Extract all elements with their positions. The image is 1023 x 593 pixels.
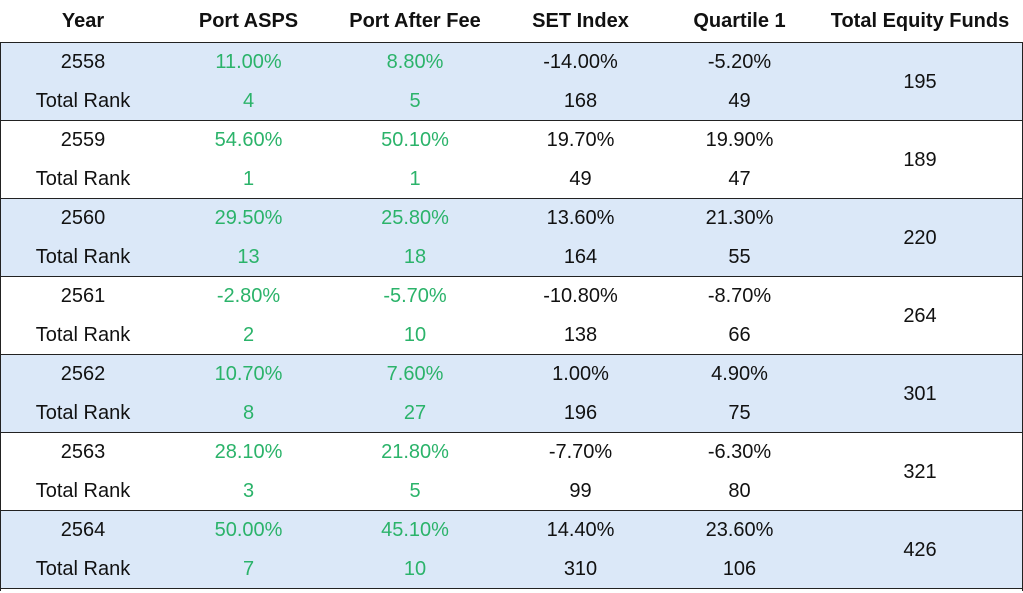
port-asps-cell: 11.00% xyxy=(215,51,282,73)
set-index-rank-cell: 168 xyxy=(563,90,598,112)
year-cell: 2564 xyxy=(60,519,106,541)
year-cell: 2561 xyxy=(60,285,106,307)
quartile-1-rank-cell: 75 xyxy=(728,402,751,424)
port-asps-rank-cell: 8 xyxy=(242,402,255,424)
port-after-fee-cell: 8.80% xyxy=(386,51,444,73)
set-index-rank-cell: 196 xyxy=(563,402,598,424)
total-rank-label: Total Rank xyxy=(35,480,131,502)
year-block: 2561 -2.80% -5.70% -10.80% -8.70% 264 Total Ra… xyxy=(0,277,1023,355)
port-after-fee-cell: 21.80% xyxy=(381,441,449,463)
set-index-rank-cell: 138 xyxy=(563,324,598,346)
port-asps-rank-cell: 2 xyxy=(242,324,255,346)
set-index-cell: -10.80% xyxy=(543,285,618,307)
quartile-1-cell: 23.60% xyxy=(705,519,774,541)
port-asps-cell: 28.10% xyxy=(214,441,283,463)
total-equity-funds-cell: 195 xyxy=(903,70,937,93)
port-after-fee-rank-cell: 5 xyxy=(409,480,421,502)
header-quartile-1: Quartile 1 xyxy=(693,9,786,32)
header-port-after-fee: Port After Fee xyxy=(349,9,481,32)
port-asps-cell: 54.60% xyxy=(214,129,283,151)
year-cell: 2558 xyxy=(60,51,106,73)
port-asps-rank-cell: 4 xyxy=(242,90,255,112)
port-asps-cell: 10.70% xyxy=(214,363,283,385)
port-asps-cell: -2.80% xyxy=(216,285,281,307)
year-cell: 2560 xyxy=(60,207,106,229)
port-after-fee-rank-cell: 10 xyxy=(403,324,427,346)
total-rank-label: Total Rank xyxy=(35,90,131,112)
year-block: 2564 50.00% 45.10% 14.40% 23.60% 426 Total Ran… xyxy=(0,511,1023,589)
port-after-fee-cell: 7.60% xyxy=(386,363,444,385)
quartile-1-cell: -8.70% xyxy=(707,285,772,307)
header-year: Year xyxy=(61,9,105,32)
header-port-asps: Port ASPS xyxy=(198,9,299,32)
port-after-fee-rank-cell: 27 xyxy=(403,402,427,424)
year-block: 2559 54.60% 50.10% 19.70% 19.90% 189 Total Ran… xyxy=(0,121,1023,199)
quartile-1-rank-cell: 55 xyxy=(728,246,751,268)
set-index-rank-cell: 99 xyxy=(569,480,592,502)
port-after-fee-cell: 50.10% xyxy=(381,129,449,151)
total-equity-funds-cell: 426 xyxy=(903,538,937,561)
port-asps-rank-cell: 3 xyxy=(242,480,255,502)
header-set-index: SET Index xyxy=(532,9,629,32)
total-rank-label: Total Rank xyxy=(35,402,131,424)
total-equity-funds-cell: 321 xyxy=(903,460,937,483)
quartile-1-rank-cell: 106 xyxy=(722,558,757,580)
port-after-fee-rank-cell: 1 xyxy=(409,168,421,190)
table-body: 2558 11.00% 8.80% -14.00% -5.20% 195 Total Ran… xyxy=(0,43,1023,589)
total-rank-label: Total Rank xyxy=(35,246,131,268)
port-after-fee-cell: 45.10% xyxy=(381,519,449,541)
total-equity-funds-cell: 220 xyxy=(903,226,937,249)
set-index-cell: 14.40% xyxy=(546,519,615,541)
total-equity-funds-cell: 301 xyxy=(903,382,937,405)
quartile-1-cell: -6.30% xyxy=(707,441,772,463)
port-asps-rank-cell: 1 xyxy=(242,168,255,190)
total-equity-funds-cell: 264 xyxy=(903,304,937,327)
port-after-fee-rank-cell: 18 xyxy=(403,246,427,268)
set-index-cell: -14.00% xyxy=(543,51,618,73)
quartile-1-cell: -5.20% xyxy=(707,51,772,73)
set-index-cell: -7.70% xyxy=(548,441,613,463)
port-after-fee-rank-cell: 10 xyxy=(403,558,427,580)
set-index-cell: 1.00% xyxy=(552,363,609,385)
quartile-1-rank-cell: 47 xyxy=(728,168,751,190)
set-index-rank-cell: 49 xyxy=(569,168,592,190)
port-after-fee-cell: -5.70% xyxy=(383,285,447,307)
set-index-cell: 19.70% xyxy=(546,129,615,151)
total-rank-label: Total Rank xyxy=(35,324,131,346)
quartile-1-cell: 19.90% xyxy=(705,129,774,151)
port-asps-rank-cell: 13 xyxy=(237,246,260,268)
total-rank-label: Total Rank xyxy=(35,168,131,190)
set-index-cell: 13.60% xyxy=(546,207,615,229)
year-block: 2563 28.10% 21.80% -7.70% -6.30% 321 Total Ran… xyxy=(0,433,1023,511)
port-asps-cell: 50.00% xyxy=(214,519,283,541)
year-block: 2560 29.50% 25.80% 13.60% 21.30% 220 Total Ran… xyxy=(0,199,1023,277)
total-rank-label: Total Rank xyxy=(35,558,131,580)
quartile-1-cell: 4.90% xyxy=(711,363,768,385)
year-cell: 2559 xyxy=(60,129,106,151)
total-equity-funds-cell: 189 xyxy=(903,148,937,171)
quartile-1-cell: 21.30% xyxy=(705,207,774,229)
set-index-rank-cell: 310 xyxy=(563,558,598,580)
header-total-equity-funds: Total Equity Funds xyxy=(830,9,1010,32)
year-cell: 2562 xyxy=(60,363,106,385)
table-header: Year Port ASPS Port After Fee SET Index … xyxy=(0,0,1023,43)
quartile-1-rank-cell: 80 xyxy=(728,480,751,502)
year-block: 2558 11.00% 8.80% -14.00% -5.20% 195 Total Ran… xyxy=(0,43,1023,121)
port-after-fee-rank-cell: 5 xyxy=(409,90,421,112)
port-after-fee-cell: 25.80% xyxy=(381,207,449,229)
year-block: 2562 10.70% 7.60% 1.00% 4.90% 301 Total Rank 8 2… xyxy=(0,355,1023,433)
year-cell: 2563 xyxy=(60,441,106,463)
port-asps-cell: 29.50% xyxy=(214,207,283,229)
quartile-1-rank-cell: 49 xyxy=(728,90,751,112)
port-asps-rank-cell: 7 xyxy=(242,558,255,580)
set-index-rank-cell: 164 xyxy=(563,246,598,268)
quartile-1-rank-cell: 66 xyxy=(728,324,751,346)
